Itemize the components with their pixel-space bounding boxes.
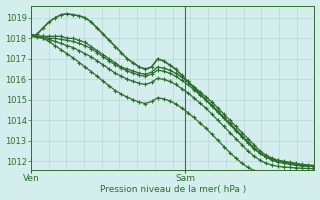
- X-axis label: Pression niveau de la mer( hPa ): Pression niveau de la mer( hPa ): [100, 185, 246, 194]
